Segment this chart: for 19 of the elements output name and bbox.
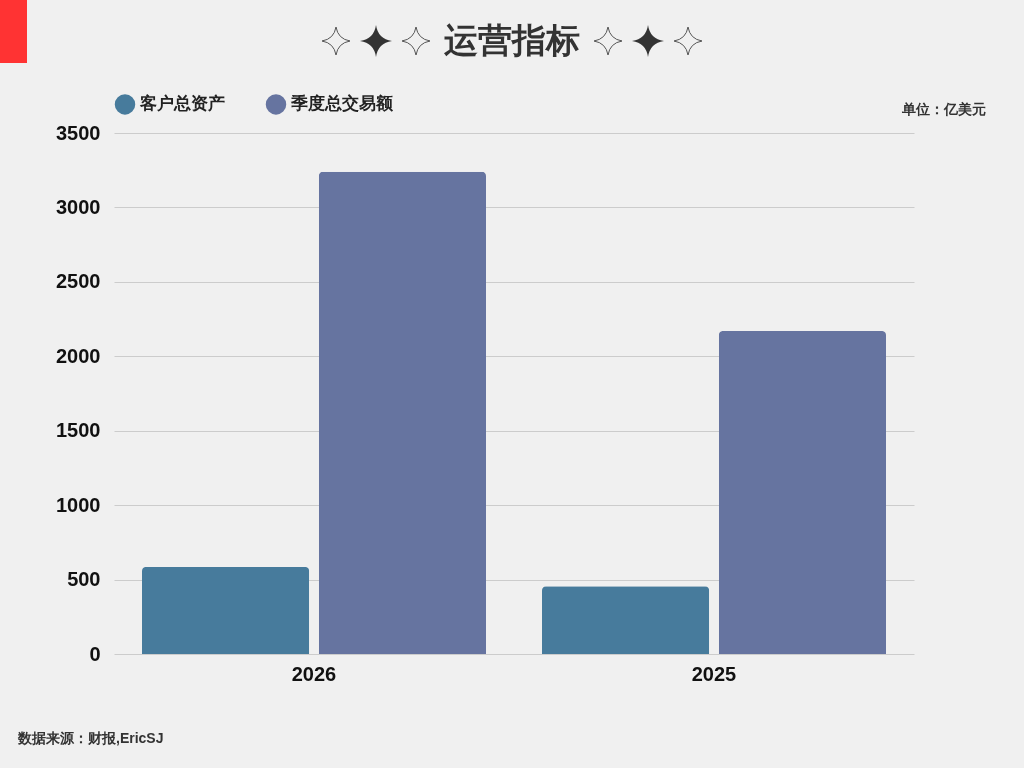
y-tick-label: 2000 [56, 344, 101, 367]
bar [318, 171, 486, 654]
y-tick-label: 2500 [56, 270, 101, 293]
bar [142, 566, 310, 654]
bar [542, 586, 710, 654]
bar [718, 330, 886, 654]
legend-label: 季度总交易额 [290, 94, 394, 114]
x-tick-label: 2025 [691, 662, 737, 685]
source-note: 数据来源：财报,EricSJ [18, 730, 164, 748]
text: 单位：亿美元 [902, 101, 986, 119]
y-tick-label: 1000 [56, 493, 101, 516]
y-tick-label: 500 [67, 568, 101, 591]
y-tick-label: 3500 [56, 121, 101, 144]
legend-label: 客户总资产 [139, 94, 225, 114]
chart-title: 运营指标 [444, 20, 580, 61]
y-tick-label: 1500 [56, 419, 101, 442]
x-tick-label: 2026 [291, 662, 337, 685]
y-tick-label: 0 [89, 642, 101, 665]
y-tick-label: 3000 [56, 195, 101, 218]
